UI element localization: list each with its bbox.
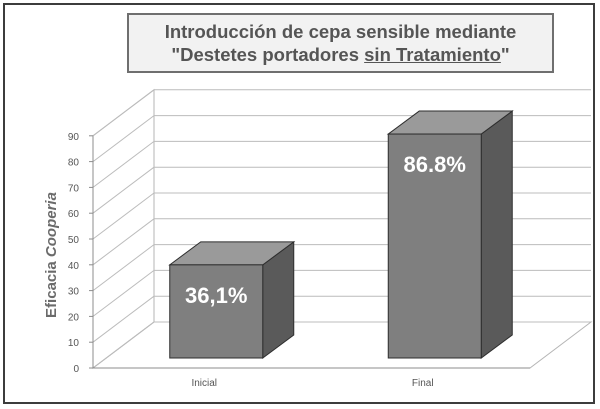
chart-walls <box>91 88 593 370</box>
y-axis-label-italic: Cooperia <box>43 192 60 257</box>
bar-side-face <box>480 110 513 359</box>
chart-title-line-2-end: " <box>500 44 510 65</box>
y-tick-label: 70 <box>68 183 80 194</box>
data-label: 36,1% <box>185 283 247 308</box>
gridline-side <box>92 115 155 162</box>
y-tick-label: 90 <box>68 132 80 143</box>
gridline-side <box>92 89 155 137</box>
y-axis-label: Eficacia Cooperia <box>43 192 60 318</box>
y-axis-label-prefix: Eficacia <box>43 257 60 318</box>
chart-title-line-2-start: "Destetes portadores <box>171 44 365 65</box>
chart-title-underlined: sin Tratamiento <box>364 44 501 65</box>
gridline-side <box>92 166 155 214</box>
bars: 36,1% 86.8% <box>168 110 514 359</box>
bar-inicial: 36,1% <box>168 240 296 359</box>
x-tick-label: Final <box>412 378 434 389</box>
gridline-side <box>92 218 155 266</box>
y-tick-label: 30 <box>68 287 80 298</box>
chart-title-line-2: "Destetes portadores sin Tratamiento" <box>129 43 552 66</box>
y-tick-label: 50 <box>68 235 80 246</box>
floor <box>91 321 593 369</box>
gridlines <box>89 89 591 369</box>
gridline-side <box>92 295 155 343</box>
gridline-side <box>92 141 155 188</box>
x-tick-labels: Inicial Final <box>191 378 433 389</box>
gridline-side <box>92 192 155 240</box>
y-tick-label: 40 <box>68 261 80 272</box>
gridline-side <box>92 244 155 291</box>
y-tick-labels: 0 10 20 30 40 50 60 70 80 90 <box>68 132 80 375</box>
bar-front-face <box>387 133 482 359</box>
x-tick-label: Inicial <box>191 378 217 389</box>
side-wall <box>92 88 155 370</box>
y-tick-label: 0 <box>73 364 79 375</box>
gridline-side <box>92 270 155 317</box>
gridline-side <box>92 321 155 369</box>
y-tick-label: 10 <box>68 338 80 349</box>
y-tick-label: 60 <box>68 209 80 220</box>
chart-title-box: Introducción de cepa sensible mediante "… <box>127 13 554 73</box>
y-tick-label: 20 <box>68 312 80 323</box>
data-label: 86.8% <box>404 152 466 177</box>
bar-front-face <box>169 264 264 359</box>
bar-final: 86.8% <box>386 110 514 359</box>
chart-title-line-1: Introducción de cepa sensible mediante <box>164 21 517 42</box>
y-tick-label: 80 <box>68 158 80 169</box>
